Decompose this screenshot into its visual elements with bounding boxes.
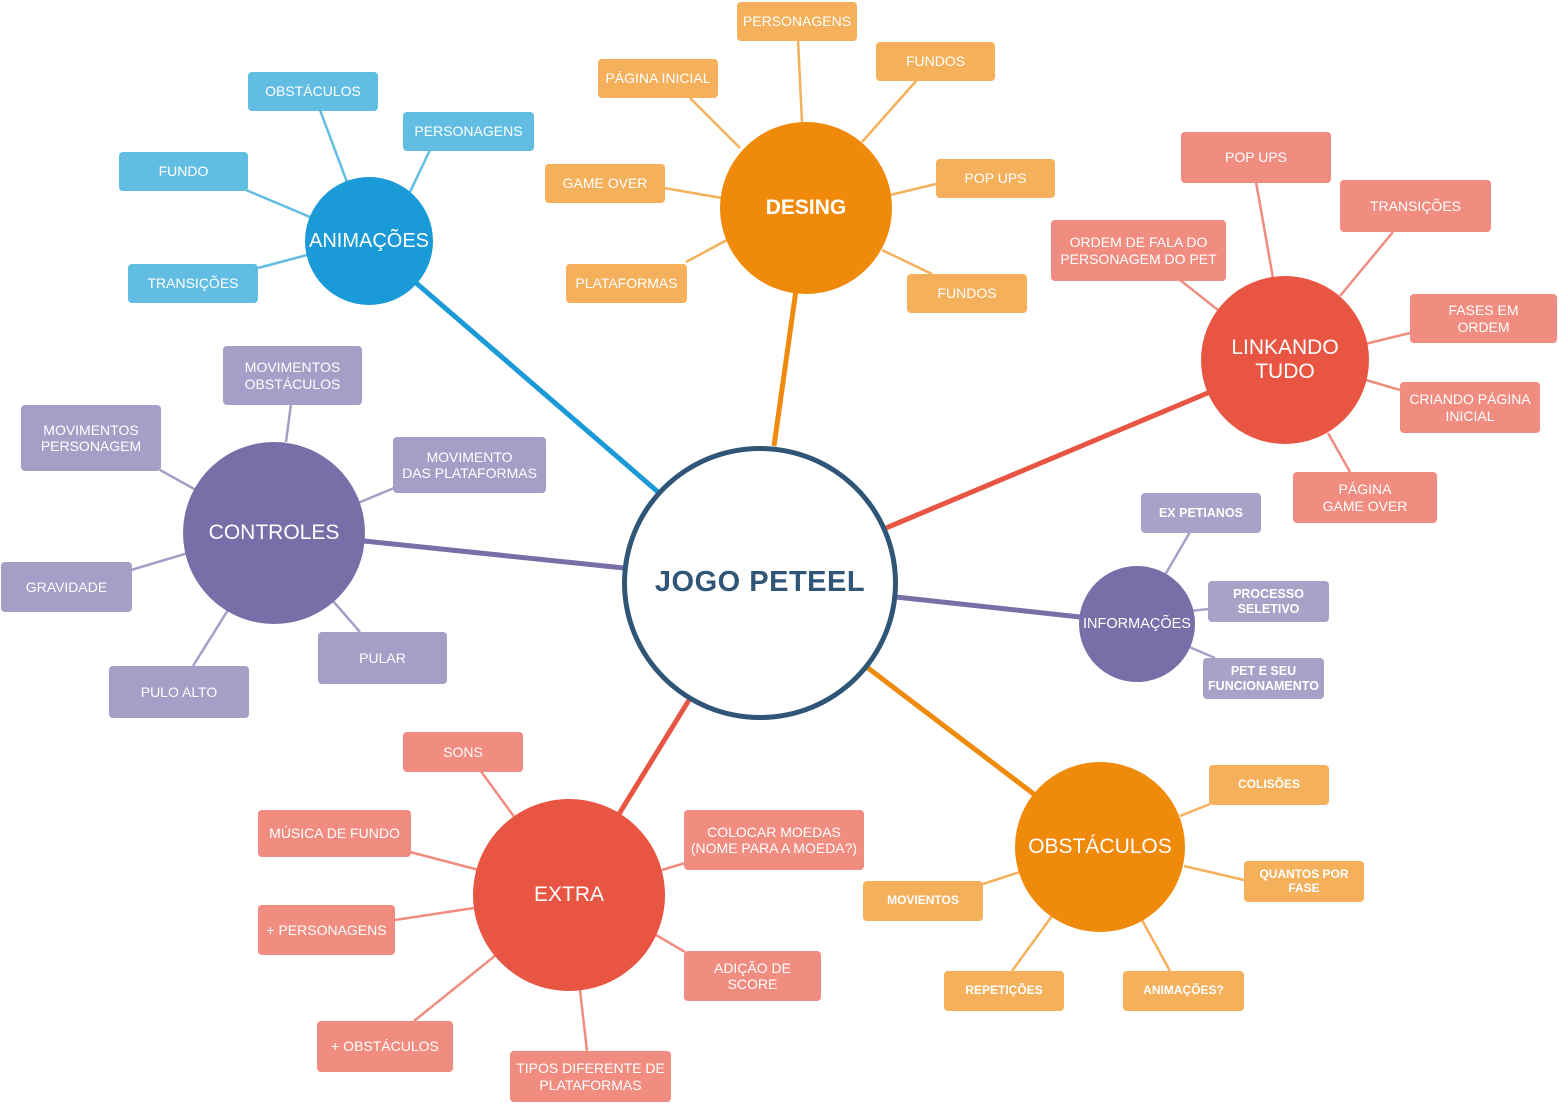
leaf-extra-musica-de-fundo[interactable]: MÚSICA DE FUNDO	[258, 810, 411, 857]
leaf-controles-pulo-alto[interactable]: PULO ALTO	[109, 666, 249, 718]
hub-controles[interactable]: CONTROLES	[183, 442, 365, 624]
leaf-extra-adicao-de-score[interactable]: ADIÇÃO DE SCORE	[684, 951, 821, 1001]
leaf-informacoes-pet-funcionamento[interactable]: PET E SEU FUNCIONAMENTO	[1203, 658, 1324, 699]
connector-center-extra	[616, 698, 692, 816]
hub-animacoes[interactable]: ANIMAÇÕES	[305, 177, 433, 305]
leaf-linkando-transicoes[interactable]: TRANSIÇÕES	[1340, 180, 1491, 232]
leaf-controles-gravidade[interactable]: GRAVIDADE	[1, 562, 132, 612]
hub-desing[interactable]: DESING	[720, 122, 892, 294]
connectors-animacoes	[245, 109, 432, 270]
leaf-desing-pop-ups[interactable]: POP UPS	[936, 159, 1055, 198]
connector-center-controles	[363, 538, 625, 571]
connectors-controles	[130, 403, 395, 667]
hub-obstaculos[interactable]: OBSTÁCULOS	[1015, 762, 1185, 932]
leaf-controles-pular[interactable]: PULAR	[318, 632, 447, 684]
leaf-obstaculos-colisoes[interactable]: COLISÕES	[1209, 765, 1329, 805]
leaf-obstaculos-repeticoes[interactable]: REPETIÇÕES	[944, 971, 1064, 1011]
leaf-desing-game-over[interactable]: GAME OVER	[545, 164, 665, 203]
leaf-linkando-pop-ups[interactable]: POP UPS	[1181, 132, 1331, 183]
leaf-animacoes-personagens[interactable]: PERSONAGENS	[403, 112, 534, 151]
leaf-linkando-fases-em-ordem[interactable]: FASES EM ORDEM	[1410, 294, 1557, 343]
connector-center-desing	[771, 289, 799, 447]
leaf-extra-tipos-plataformas[interactable]: TIPOS DIFERENTE DE PLATAFORMAS	[510, 1051, 671, 1102]
leaf-informacoes-ex-petianos[interactable]: EX PETIANOS	[1141, 493, 1261, 533]
leaf-linkando-criando-pagina-inicial[interactable]: CRIANDO PÁGINA INICIAL	[1400, 382, 1540, 433]
connectors-extra	[394, 769, 686, 1052]
leaf-obstaculos-movientos[interactable]: MOVIENTOS	[863, 881, 983, 921]
hub-extra[interactable]: EXTRA	[473, 799, 665, 991]
leaf-extra-mais-personagens[interactable]: + PERSONAGENS	[258, 905, 395, 955]
connector-center-linkando	[885, 389, 1211, 531]
leaf-informacoes-processo-seletivo[interactable]: PROCESSO SELETIVO	[1208, 581, 1329, 622]
hub-informacoes[interactable]: INFORMAÇÕES	[1079, 566, 1195, 682]
leaf-obstaculos-quantos-por-fase[interactable]: QUANTOS POR FASE	[1244, 861, 1364, 902]
leaf-animacoes-fundo[interactable]: FUNDO	[119, 152, 248, 191]
leaf-extra-sons[interactable]: SONS	[403, 732, 523, 772]
connector-center-animacoes	[413, 280, 660, 494]
connectors-linkando	[1179, 181, 1411, 473]
leaf-obstaculos-animacoes[interactable]: ANIMAÇÕES?	[1123, 971, 1244, 1011]
leaf-desing-fundos-bottom[interactable]: FUNDOS	[907, 274, 1027, 313]
leaf-controles-movimentos-personagem[interactable]: MOVIMENTOS PERSONAGEM	[21, 405, 161, 471]
leaf-extra-mais-obstaculos[interactable]: + OBSTÁCULOS	[317, 1021, 453, 1072]
connectors-desing	[663, 39, 937, 276]
connector-center-obstaculos	[866, 666, 1037, 797]
leaf-animacoes-obstaculos[interactable]: OBSTÁCULOS	[248, 72, 378, 111]
leaf-controles-movimentos-obstaculos[interactable]: MOVIMENTOS OBSTÁCULOS	[223, 346, 362, 405]
leaf-linkando-ordem-de-fala[interactable]: ORDEM DE FALA DO PERSONAGEM DO PET	[1051, 220, 1226, 281]
connector-center-informacoes	[895, 594, 1081, 620]
leaf-controles-movimento-plataformas[interactable]: MOVIMENTO DAS PLATAFORMAS	[393, 437, 546, 493]
leaf-linkando-pagina-game-over[interactable]: PÁGINA GAME OVER	[1293, 472, 1437, 523]
leaf-animacoes-transicoes[interactable]: TRANSIÇÕES	[128, 264, 258, 303]
connectors-obstaculos	[982, 802, 1245, 972]
leaf-extra-colocar-moedas[interactable]: COLOCAR MOEDAS (NOME PARA A MOEDA?)	[684, 810, 864, 870]
leaf-desing-personagens[interactable]: PERSONAGENS	[737, 2, 857, 41]
leaf-desing-pagina-inicial[interactable]: PÁGINA INICIAL	[598, 59, 718, 98]
leaf-desing-plataformas[interactable]: PLATAFORMAS	[566, 264, 687, 303]
central-topic-node[interactable]: JOGO PETEEL	[622, 446, 898, 720]
leaf-desing-fundos-top[interactable]: FUNDOS	[876, 42, 995, 81]
hub-linkando-tudo[interactable]: LINKANDO TUDO	[1201, 276, 1369, 444]
